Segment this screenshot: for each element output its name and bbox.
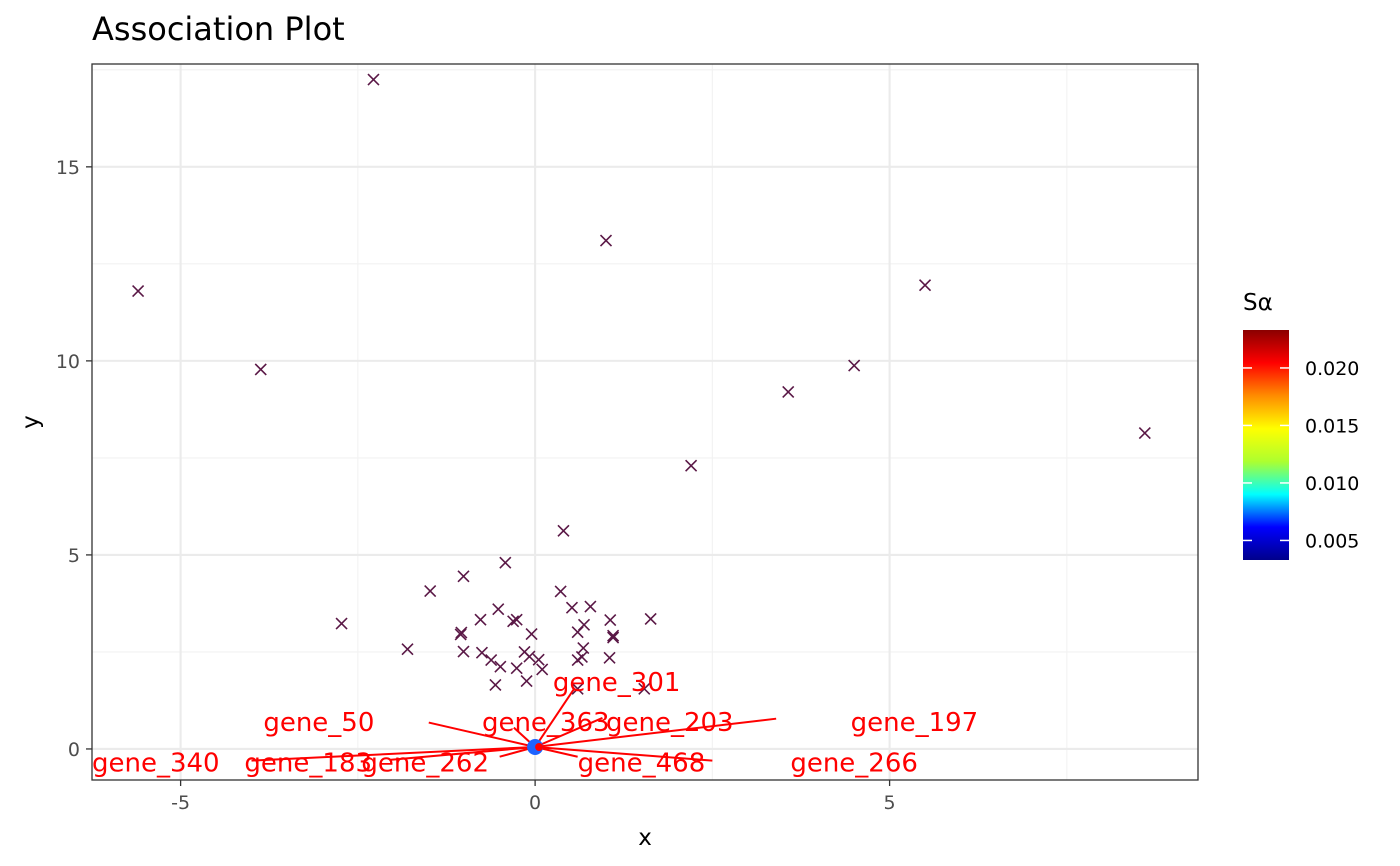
data-point: [644, 612, 657, 626]
gene-link-segments: [251, 688, 777, 762]
data-point: [782, 385, 795, 398]
gene-label: gene_183: [244, 749, 372, 779]
data-point: [918, 279, 932, 292]
data-point: [510, 662, 523, 675]
data-point: [571, 626, 584, 639]
data-point: [571, 682, 584, 695]
data-point: [536, 663, 549, 676]
data-point: [457, 645, 470, 658]
data-point: [457, 570, 470, 583]
colorbar-ticks: 0.005 0.010 0.015 0.020: [1243, 358, 1359, 552]
data-point: [638, 682, 651, 695]
axes: -5 0 5 0 5 10 15: [56, 157, 896, 814]
x-tick-label: 0: [529, 792, 541, 814]
data-point: [584, 600, 597, 613]
data-point: [685, 459, 698, 472]
data-point: [424, 584, 437, 598]
data-point: [571, 654, 584, 667]
colorbar-tick-label: 0.020: [1305, 358, 1359, 380]
data-point: [335, 617, 348, 630]
plot-panel: [91, 63, 1199, 781]
data-point: [607, 629, 620, 642]
data-point: [554, 585, 567, 598]
colorbar-tick-label: 0.015: [1305, 415, 1359, 437]
gene-link-segment: [534, 688, 575, 748]
data-point: [1138, 426, 1151, 440]
data-point: [492, 603, 505, 616]
data-point: [254, 363, 267, 376]
data-point: [565, 601, 579, 614]
data-point: [599, 234, 613, 247]
gene-link-segment: [534, 717, 777, 749]
data-point: [401, 643, 414, 656]
y-tick-label: 5: [68, 545, 80, 567]
data-point: [523, 650, 536, 663]
data-point: [607, 631, 620, 644]
data-point: [367, 73, 380, 86]
gene-label: gene_197: [851, 708, 979, 738]
data-point: [475, 646, 489, 659]
gene-link-segment: [534, 716, 603, 748]
gene-label: gene_262: [361, 749, 489, 779]
gene-label: gene_363: [482, 708, 610, 738]
y-tick-label: 0: [68, 739, 80, 761]
data-point: [603, 651, 616, 664]
x-tick-label: -5: [171, 792, 190, 814]
gene-label: gene_340: [92, 749, 220, 779]
x-tick-label: 5: [884, 792, 896, 814]
data-points: [132, 73, 1151, 695]
gene-label: gene_468: [578, 749, 706, 779]
data-point: [532, 653, 545, 666]
data-point: [132, 284, 145, 298]
gene-link-segment: [389, 746, 536, 761]
y-tick-label: 15: [56, 157, 80, 179]
data-point: [489, 678, 502, 691]
data-point: [485, 654, 498, 667]
data-point: [520, 674, 533, 688]
y-axis-title: y: [18, 415, 44, 429]
gene-link-segment: [428, 721, 536, 748]
gene-label: gene_50: [263, 708, 374, 738]
data-point: [499, 556, 512, 569]
color-legend: Sα 0.005 0.010 0.015 0.020: [1243, 290, 1359, 560]
data-point: [848, 359, 861, 372]
colorbar: [1243, 330, 1289, 560]
colorbar-tick-label: 0.005: [1305, 530, 1359, 552]
data-point: [494, 660, 507, 673]
gene-label: gene_301: [553, 668, 681, 698]
data-point: [525, 628, 538, 641]
gene-cluster-point: [535, 743, 544, 752]
colorbar-tick-label: 0.010: [1305, 473, 1359, 495]
chart-title: Association Plot: [92, 10, 345, 48]
gene-cluster: [527, 739, 544, 756]
data-point: [507, 615, 520, 628]
x-axis-title: x: [638, 825, 652, 851]
gene-label: gene_203: [606, 708, 734, 738]
grid: [92, 64, 1198, 780]
data-point: [510, 613, 523, 626]
legend-title: Sα: [1243, 290, 1273, 316]
y-tick-label: 10: [56, 351, 80, 373]
data-point: [474, 613, 487, 626]
data-point: [455, 626, 468, 639]
gene-label: gene_266: [790, 749, 918, 779]
data-point: [557, 524, 570, 537]
data-point: [604, 614, 617, 627]
gene-link-segment: [535, 746, 713, 762]
gene-link-segment: [251, 746, 536, 762]
data-point: [454, 628, 467, 641]
